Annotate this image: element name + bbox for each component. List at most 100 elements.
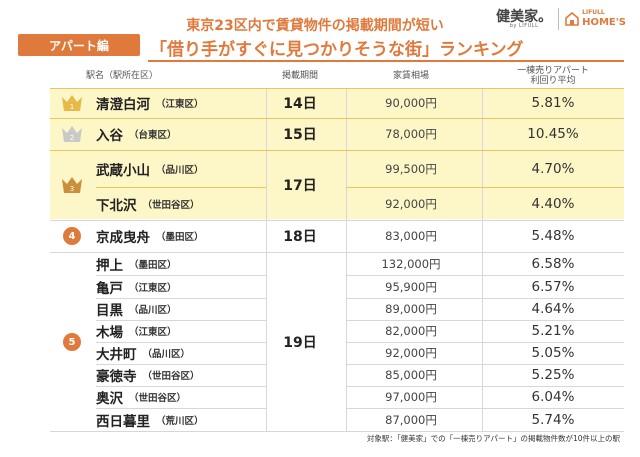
logo-divider — [558, 8, 560, 30]
row-divider — [50, 150, 624, 151]
table-row-rent: 78,000円 — [385, 127, 437, 141]
row-divider — [50, 220, 624, 221]
table-row-rent: 82,000円 — [385, 324, 437, 338]
lifull-homes-logo: LIFULL HOME'S — [565, 9, 626, 28]
table-row-rent: 85,000円 — [385, 368, 437, 382]
crown-silver-icon: 2 — [62, 126, 82, 142]
column-header-period: 掲載期間 — [281, 70, 318, 81]
column-header-station: 駅名（駅所在区） — [86, 70, 159, 81]
station-ward: （墨田区） — [129, 259, 177, 271]
station-ward: （世田谷区） — [142, 371, 200, 382]
table-row-station: 西日暮里 （荒川区） — [96, 408, 266, 431]
row-divider — [346, 275, 624, 276]
station-ward: （江東区） — [129, 282, 177, 294]
row-divider — [96, 364, 266, 365]
table-row-station: 豪徳寺 （世田谷区） — [96, 364, 266, 386]
rank-4-badge: 4 — [54, 220, 90, 252]
row-divider — [96, 320, 266, 321]
period-rank-2: 15日 — [283, 127, 317, 143]
row-divider — [346, 298, 624, 299]
row-divider — [346, 408, 624, 409]
table-row-rent: 99,500円 — [385, 161, 437, 176]
table-row-station: 奥沢 （世田谷区） — [96, 386, 266, 408]
row-divider — [346, 364, 624, 365]
row-divider — [346, 342, 624, 343]
row-divider — [96, 275, 266, 276]
row-divider — [50, 252, 624, 253]
crown-gold-icon: 1 — [62, 95, 82, 111]
rank-5-badge: 5 — [54, 252, 90, 432]
station-ward: （台東区） — [129, 130, 177, 141]
row-divider — [96, 408, 266, 409]
table-row-yield: 5.74% — [531, 411, 575, 428]
period-rank-5: 19日 — [283, 335, 317, 351]
station-name: 入谷 — [96, 128, 123, 144]
kenbiya-logo-sub: by LIFULL — [509, 22, 539, 29]
column-header-yield-line2: 利回り平均 — [530, 76, 576, 86]
station-ward: （荒川区） — [156, 415, 204, 427]
table-row-station: 入谷 （台東区） — [96, 118, 266, 150]
station-name: 清澄白河 — [96, 97, 150, 113]
station-name: 押上 — [96, 257, 123, 274]
station-name: 京成曳舟 — [96, 230, 150, 246]
table-row-yield: 6.58% — [531, 255, 575, 272]
crown-bronze-icon: 3 — [62, 177, 82, 193]
station-ward: （品川区） — [129, 305, 177, 316]
table-row-yield: 4.64% — [531, 301, 575, 317]
row-divider — [50, 118, 624, 119]
house-icon — [565, 12, 579, 26]
station-ward: （品川区） — [142, 349, 191, 360]
rank-5-number: 5 — [63, 333, 81, 351]
table-row-yield: 5.48% — [531, 228, 575, 244]
row-divider — [50, 431, 624, 432]
table-row-rent: 87,000円 — [385, 412, 437, 427]
rank-1-number: 1 — [70, 103, 74, 111]
table-row-yield: 5.81% — [531, 95, 575, 111]
table-row-yield: 5.25% — [531, 367, 575, 383]
table-row-yield: 10.45% — [527, 126, 579, 142]
table-row-station: 清澄白河 （江東区） — [96, 88, 266, 118]
row-divider — [50, 88, 624, 89]
table-row-station: 押上 （墨田区） — [96, 252, 266, 275]
row-divider — [346, 187, 624, 188]
row-divider — [96, 298, 266, 299]
table-row-rent: 132,000円 — [381, 256, 441, 271]
table-row-station: 下北沢 （世田谷区） — [96, 187, 266, 220]
lifull-logo-top: LIFULL — [582, 9, 605, 17]
table-row-rent: 90,000円 — [385, 96, 437, 110]
station-ward: （墨田区） — [156, 232, 204, 243]
station-ward: （世田谷区） — [129, 393, 187, 404]
station-ward: （品川区） — [156, 164, 204, 176]
row-divider — [346, 320, 624, 321]
table-row-station: 目黒 （品川区） — [96, 298, 266, 320]
lifull-logo-bottom: HOME'S — [582, 16, 626, 28]
column-divider — [346, 88, 347, 432]
logos: 健美家。 by LIFULL LIFULL HOME'S — [496, 8, 626, 30]
table-row-station: 亀戸 （江東区） — [96, 275, 266, 298]
column-divider — [482, 88, 483, 432]
row-divider — [96, 342, 266, 343]
column-headers: 駅名（駅所在区） 掲載期間 家賃相場 一棟売りアパート 利回り平均 — [50, 64, 624, 88]
table-row-yield: 4.70% — [531, 160, 575, 177]
footnote: 対象駅：「健美家」での「一棟売りアパート」の掲載物件数が10件以上の駅 — [366, 434, 620, 443]
table-row-yield: 5.21% — [531, 323, 575, 339]
station-name: 奥沢 — [96, 391, 123, 407]
station-ward: （江東区） — [129, 327, 177, 338]
station-ward: （世田谷区） — [142, 199, 200, 211]
station-name: 西日暮里 — [96, 413, 150, 430]
station-name: 豪徳寺 — [96, 369, 137, 385]
station-name: 大井町 — [96, 347, 137, 363]
table-row-station: 木場 （江東区） — [96, 320, 266, 342]
row-divider — [96, 187, 266, 188]
table-row-rent: 89,000円 — [385, 302, 437, 316]
table-row-rent: 92,000円 — [385, 346, 437, 360]
column-header-yield: 一棟売りアパート 利回り平均 — [482, 64, 624, 88]
rank-1-badge: 1 — [54, 88, 90, 118]
station-name: 武蔵小山 — [96, 162, 150, 179]
table-row-rent: 95,900円 — [385, 279, 437, 294]
top3-highlight — [50, 88, 624, 219]
station-ward: （江東区） — [156, 99, 204, 110]
rank-4-number: 4 — [63, 227, 81, 245]
row-divider — [96, 386, 266, 387]
kenbiya-logo-text: 健美家。 — [496, 8, 553, 25]
